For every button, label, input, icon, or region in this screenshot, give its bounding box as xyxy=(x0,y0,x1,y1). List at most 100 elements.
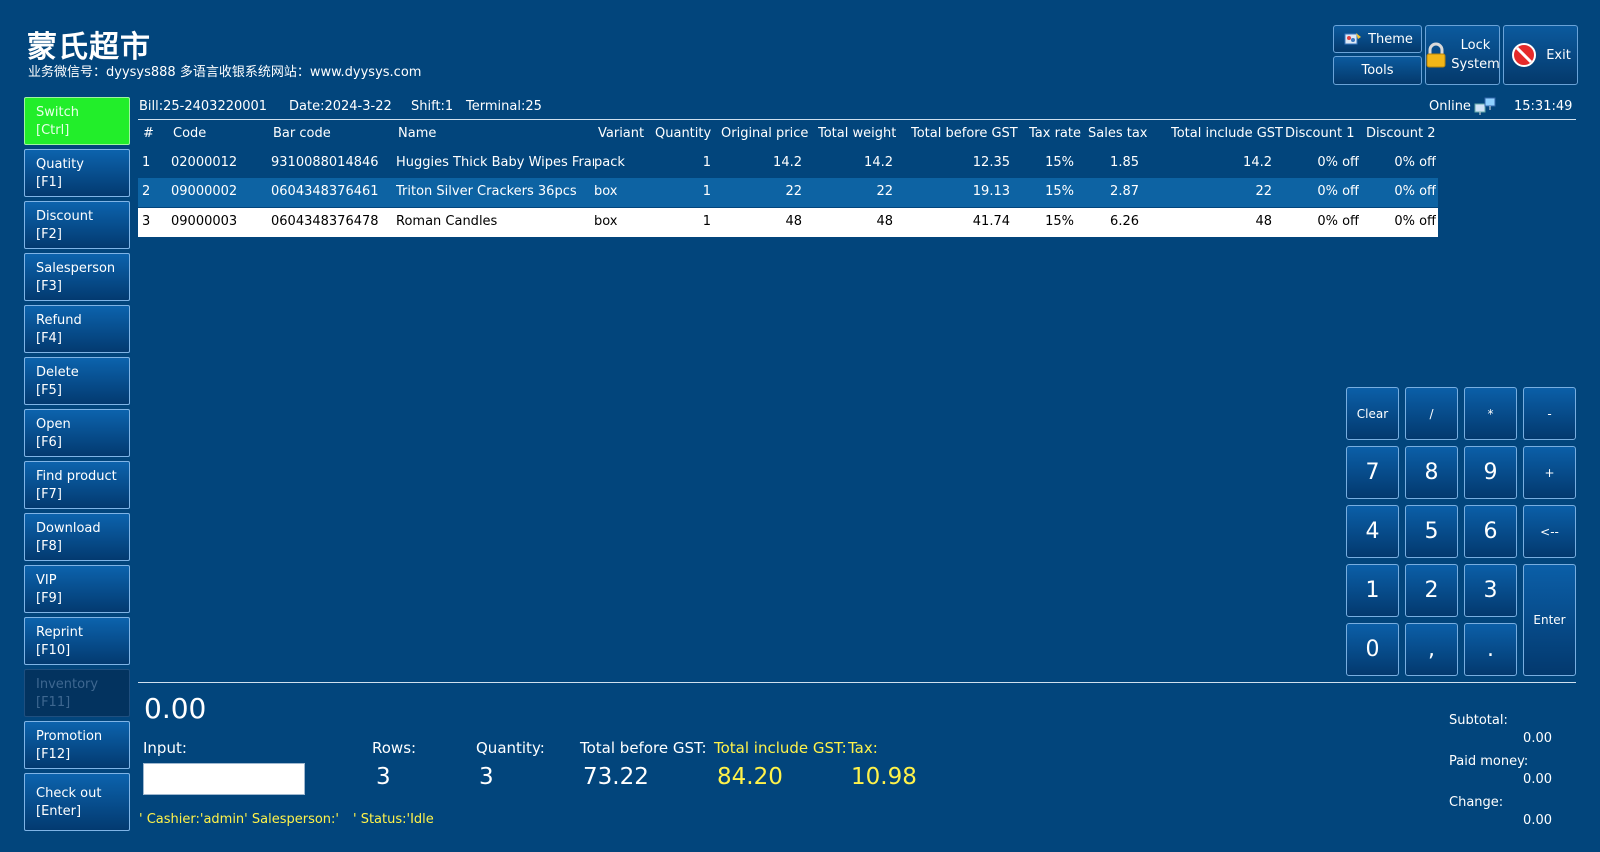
key-6[interactable]: 6 xyxy=(1464,505,1517,558)
rows-value: 3 xyxy=(376,764,391,790)
col-header-variant: Variant xyxy=(598,126,645,141)
theme-button[interactable]: Theme xyxy=(1333,25,1422,53)
key-1[interactable]: 1 xyxy=(1346,564,1399,617)
find-product-button[interactable]: Find product [F7] xyxy=(24,461,130,509)
button-shortcut: [Ctrl] xyxy=(36,123,70,138)
button-shortcut: [F9] xyxy=(36,591,62,606)
total-include-gst-value: 84.20 xyxy=(717,764,783,790)
paid-money-value: 0.00 xyxy=(1523,772,1552,787)
cell-total-weight: 48 xyxy=(876,214,893,229)
cell-discount-2: 0% off xyxy=(1394,214,1436,229)
cell-code: 09000003 xyxy=(171,214,238,229)
cell-total-before-gst: 12.35 xyxy=(972,155,1010,170)
tools-button[interactable]: Tools xyxy=(1333,56,1422,85)
change-value: 0.00 xyxy=(1523,813,1552,828)
status-info: ' Status:'Idle xyxy=(353,812,434,827)
discount-button[interactable]: Discount [F2] xyxy=(24,201,130,249)
col-header-discount-1: Discount 1 xyxy=(1285,126,1355,141)
cell-original-price: 22 xyxy=(785,184,802,199)
cell-barcode: 0604348376461 xyxy=(271,184,379,199)
button-label: Download xyxy=(36,521,101,536)
col-header-code: Code xyxy=(173,126,207,141)
col-header-total-before-gst: Total before GST xyxy=(911,126,1018,141)
key-divide[interactable]: / xyxy=(1405,387,1458,440)
key-backspace[interactable]: <-- xyxy=(1523,505,1576,558)
subtotal-label: Subtotal: xyxy=(1449,713,1508,728)
col-header-total-weight: Total weight xyxy=(818,126,897,141)
cell-total-weight: 22 xyxy=(876,184,893,199)
vip-button[interactable]: VIP [F9] xyxy=(24,565,130,613)
reprint-button[interactable]: Reprint [F10] xyxy=(24,617,130,665)
key-minus[interactable]: - xyxy=(1523,387,1576,440)
table-row-selected[interactable]: 2 09000002 0604348376461 Triton Silver C… xyxy=(138,178,1438,207)
button-label: Inventory xyxy=(36,677,99,692)
key-4[interactable]: 4 xyxy=(1346,505,1399,558)
salesperson-button[interactable]: Salesperson [F3] xyxy=(24,253,130,301)
cell-total-before-gst: 19.13 xyxy=(972,184,1010,199)
key-enter[interactable]: Enter xyxy=(1523,564,1576,676)
cell-original-price: 48 xyxy=(785,214,802,229)
exit-button[interactable]: Exit xyxy=(1503,25,1578,85)
key-decimal[interactable]: . xyxy=(1464,623,1517,676)
button-shortcut: [Enter] xyxy=(36,804,82,819)
cell-name: Roman Candles xyxy=(396,214,498,229)
download-button[interactable]: Download [F8] xyxy=(24,513,130,561)
promotion-button[interactable]: Promotion [F12] xyxy=(24,721,130,769)
cell-quantity: 1 xyxy=(702,184,711,199)
key-comma[interactable]: , xyxy=(1405,623,1458,676)
cell-discount-1: 0% off xyxy=(1317,155,1359,170)
cell-code: 02000012 xyxy=(171,155,238,170)
col-header-name: Name xyxy=(398,126,437,141)
quantity-value: 3 xyxy=(479,764,494,790)
rows-label: Rows: xyxy=(372,739,417,757)
input-field[interactable] xyxy=(143,763,305,795)
cell-tax-rate: 15% xyxy=(1045,184,1074,199)
table-row[interactable]: 3 09000003 0604348376478 Roman Candles b… xyxy=(138,208,1438,237)
switch-button[interactable]: Switch [Ctrl] xyxy=(24,97,130,145)
key-9[interactable]: 9 xyxy=(1464,446,1517,499)
cell-quantity: 1 xyxy=(702,155,711,170)
key-plus[interactable]: + xyxy=(1523,446,1576,499)
key-7[interactable]: 7 xyxy=(1346,446,1399,499)
button-label: Discount xyxy=(36,209,94,224)
cell-index: 1 xyxy=(142,155,151,170)
cell-discount-2: 0% off xyxy=(1394,155,1436,170)
quantity-button[interactable]: Quatity [F1] xyxy=(24,149,130,197)
refund-button[interactable]: Refund [F4] xyxy=(24,305,130,353)
shift-number: Shift:1 xyxy=(411,99,454,114)
col-header-total-include-gst: Total include GST xyxy=(1171,126,1283,141)
open-button[interactable]: Open [F6] xyxy=(24,409,130,457)
key-2[interactable]: 2 xyxy=(1405,564,1458,617)
button-shortcut: [F12] xyxy=(36,747,71,762)
network-icon xyxy=(1473,96,1497,120)
total-before-gst-value: 73.22 xyxy=(583,764,649,790)
key-5[interactable]: 5 xyxy=(1405,505,1458,558)
lock-system-button[interactable]: Lock System xyxy=(1425,25,1500,85)
cell-barcode: 0604348376478 xyxy=(271,214,379,229)
cell-discount-1: 0% off xyxy=(1317,184,1359,199)
cell-total-weight: 14.2 xyxy=(864,155,893,170)
lock-icon xyxy=(1425,41,1447,69)
no-entry-icon xyxy=(1510,41,1538,69)
paid-money-label: Paid money: xyxy=(1449,754,1529,769)
delete-button[interactable]: Delete [F5] xyxy=(24,357,130,405)
key-8[interactable]: 8 xyxy=(1405,446,1458,499)
key-0[interactable]: 0 xyxy=(1346,623,1399,676)
button-label: Refund xyxy=(36,313,82,328)
total-before-gst-label: Total before GST: xyxy=(580,739,707,757)
table-row[interactable]: 1 02000012 9310088014846 Huggies Thick B… xyxy=(138,149,1438,178)
key-3[interactable]: 3 xyxy=(1464,564,1517,617)
cell-variant: pack xyxy=(594,155,625,170)
checkout-button[interactable]: Check out [Enter] xyxy=(24,773,130,831)
col-header-barcode: Bar code xyxy=(273,126,331,141)
cell-total-include-gst: 48 xyxy=(1255,214,1272,229)
theme-label: Theme xyxy=(1368,31,1413,47)
button-shortcut: [F7] xyxy=(36,487,62,502)
button-shortcut: [F5] xyxy=(36,383,62,398)
tools-label: Tools xyxy=(1361,63,1394,78)
palette-icon xyxy=(1342,28,1364,50)
button-label: VIP xyxy=(36,573,57,588)
key-multiply[interactable]: * xyxy=(1464,387,1517,440)
key-clear[interactable]: Clear xyxy=(1346,387,1399,440)
bill-date: Date:2024-3-22 xyxy=(289,99,392,114)
